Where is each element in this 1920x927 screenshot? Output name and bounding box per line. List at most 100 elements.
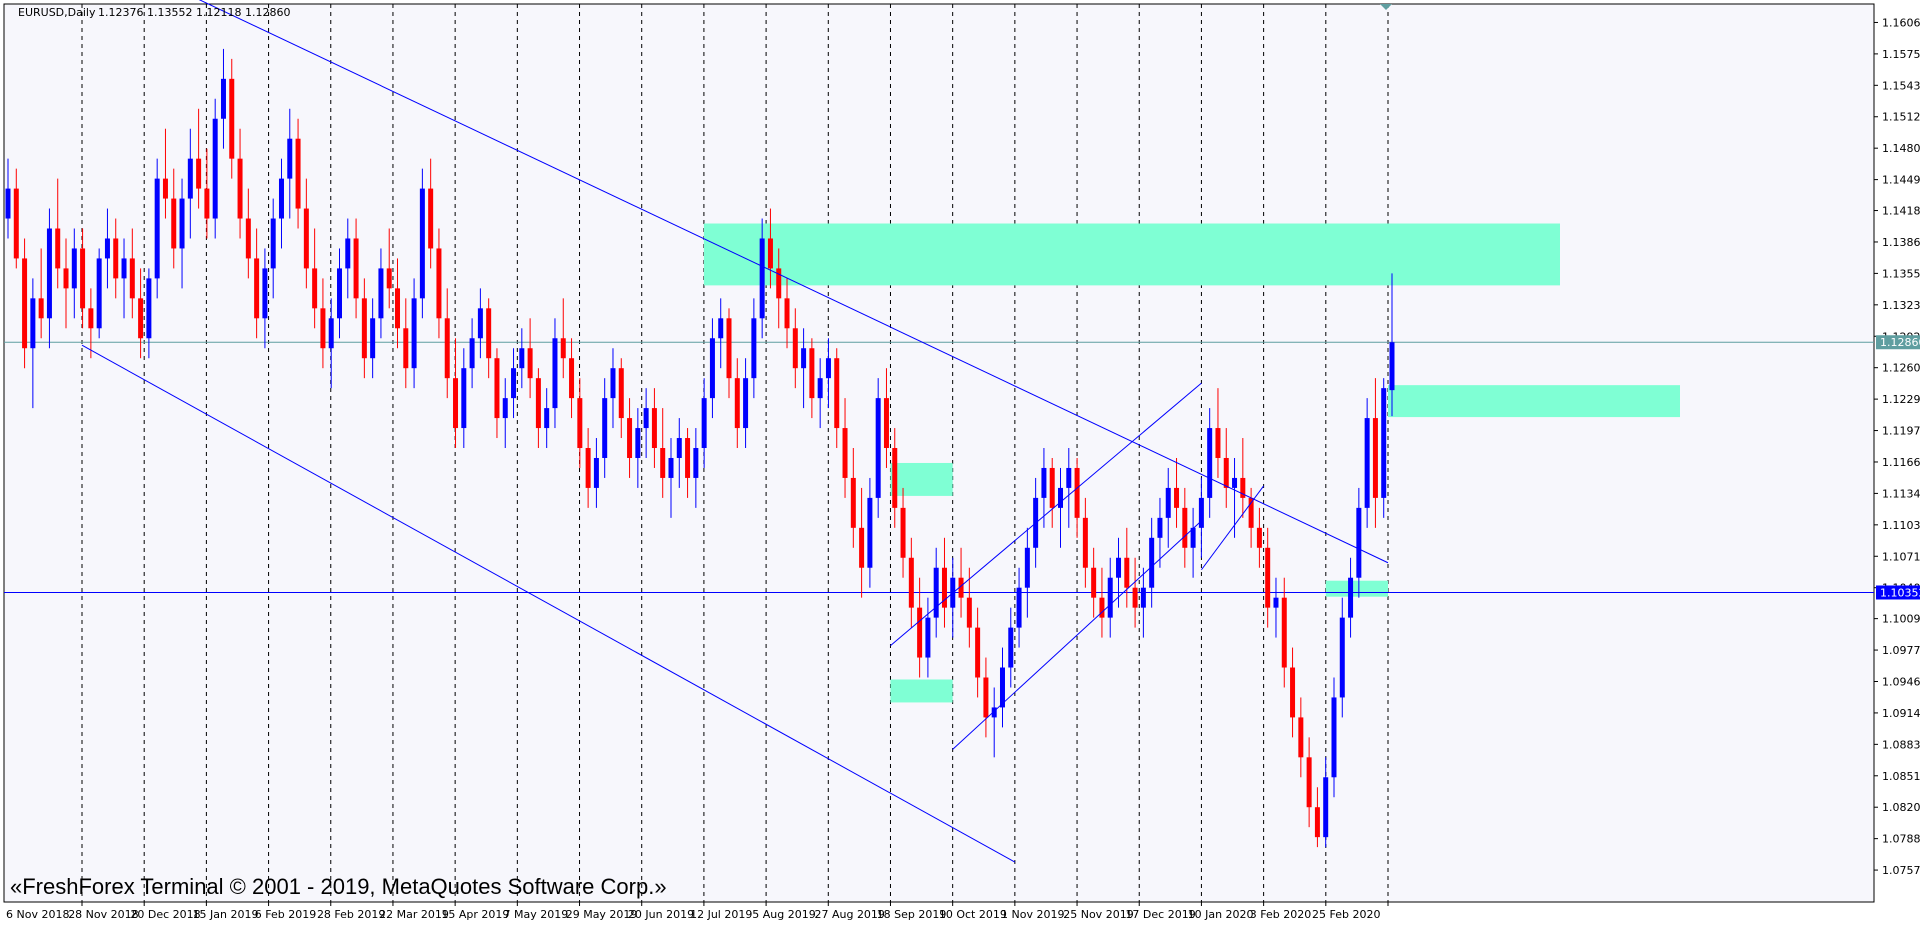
candle-body [643,408,649,429]
candle-body [1372,418,1378,498]
zone-rect [1388,385,1680,418]
trendline-rising-upper [890,382,1202,646]
y-tick-label: 1.12605 [1882,362,1920,375]
candle-body [718,318,724,339]
candle-body [693,448,699,478]
candle-body [535,378,541,429]
candle-body [511,368,517,399]
candle-body [1240,477,1246,498]
candle-body [602,398,608,458]
candle-body [38,298,44,319]
y-tick-label: 1.16065 [1882,16,1920,29]
candle-body [651,408,657,449]
candle-body [1314,807,1320,838]
candle-body [1182,507,1188,548]
candle-body [1165,487,1171,518]
candle-body [179,198,185,249]
candle-body [1323,777,1329,838]
candle-body [1356,507,1362,578]
candle-body [63,268,69,289]
price-badge-label: 1.10352 [1880,586,1920,599]
candle-body [933,567,939,618]
x-tick-label: 6 Feb 2019 [255,908,316,921]
candle-body [1265,547,1271,608]
candle-body [196,158,202,189]
candle-body [1008,627,1014,668]
candle-body [220,78,226,119]
candle-body [336,268,342,319]
y-tick-label: 1.07885 [1882,833,1920,846]
x-tick-label: 3 Feb 2020 [1250,908,1311,921]
candle-body [1116,557,1122,578]
candle-body [577,398,583,449]
y-tick-label: 1.08515 [1882,770,1920,783]
x-tick-label: 22 Mar 2019 [379,908,449,921]
candle-body [411,298,417,369]
x-tick-label: 12 Jul 2019 [690,908,752,921]
candle-body [734,378,740,429]
candle-body [825,358,831,379]
candle-body [370,318,376,359]
candle-body [1281,597,1287,668]
supply-demand-zones [703,223,1680,703]
y-tick-label: 1.11660 [1882,456,1920,469]
y-tick-label: 1.13550 [1882,267,1920,280]
horizontal-price-lines [4,341,1874,593]
candle-body [544,408,550,429]
candle-body [245,218,251,259]
candle-body [743,378,749,429]
candle-body [229,78,235,159]
candle-body [908,557,914,608]
candle-body [1107,577,1113,618]
candle-body [1389,342,1395,391]
trendline-channel-lower [81,344,1016,863]
candle-body [751,318,757,379]
candle-body [13,188,19,259]
x-tick-label: 15 Apr 2019 [441,908,509,921]
price-axis[interactable]: 1.16065 1.15750 1.15435 1.15120 1.14805 1.144… [1874,16,1920,877]
candle-body [917,607,923,658]
candle-body [1339,617,1345,698]
chart-shift-marker[interactable] [1380,4,1392,10]
x-tick-label: 28 Feb 2019 [317,908,385,921]
candle-body [1174,487,1180,508]
candle-body [635,428,641,458]
x-tick-label: 10 Oct 2019 [939,908,1007,921]
candle-body [436,248,442,319]
candle-body [1157,517,1163,538]
candle-body [1232,477,1238,488]
candle-body [353,238,359,299]
candle-body [237,158,243,219]
candle-body [104,238,110,259]
candle-body [444,318,450,379]
candle-body [668,457,674,478]
candle-body [941,567,947,608]
plot-area[interactable] [3,3,1875,903]
candle-body [1024,547,1030,588]
x-tick-label: 27 Aug 2019 [814,908,884,921]
y-tick-label: 1.07570 [1882,864,1920,877]
candle-body [1140,587,1146,608]
candle-body [22,258,28,349]
candle-body [958,577,964,598]
candle-body [403,328,409,369]
y-tick-label: 1.15120 [1882,111,1920,124]
y-tick-label: 1.11030 [1882,519,1920,532]
candle-body [30,298,36,349]
candle-body [900,507,906,558]
candle-body [991,707,997,718]
candle-body [867,497,873,568]
watermark-copyright: «FreshForex Terminal © 2001 - 2019, Meta… [10,874,667,899]
candle-body [809,348,815,399]
candle-body [395,288,401,329]
candle-body [1348,577,1354,618]
zone-rect [1325,580,1388,597]
y-tick-label: 1.13865 [1882,236,1920,249]
candle-body [295,138,301,209]
x-tick-label: 20 Jun 2019 [628,908,694,921]
candle-body [519,348,525,369]
candle-body [502,398,508,419]
candle-body [1198,497,1204,528]
